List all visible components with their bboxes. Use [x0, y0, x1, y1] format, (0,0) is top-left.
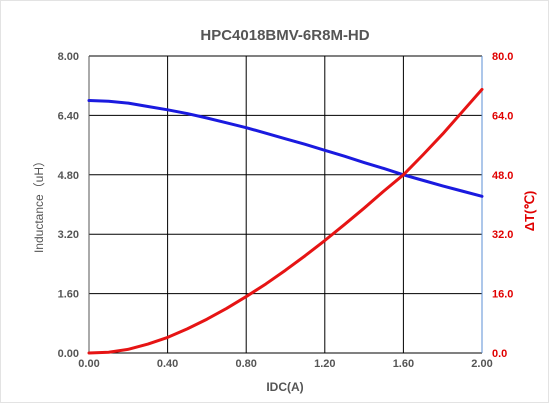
- inductance-series-line: [87, 99, 484, 198]
- x-axis-label: IDC(A): [266, 380, 303, 394]
- x-tick-label: 0.80: [235, 358, 256, 370]
- y-right-tick-label: 32.0: [492, 229, 513, 241]
- x-tick-label: 0.40: [157, 358, 178, 370]
- y-axis-left-label: Inductance（uH）: [32, 155, 46, 253]
- y-axis-right-label: ΔT(℃): [522, 191, 537, 232]
- x-tick-label: 1.20: [314, 358, 335, 370]
- temperature-series-line: [87, 87, 484, 355]
- y-left-tick-label: 6.40: [58, 110, 79, 122]
- series-layer: [87, 87, 484, 355]
- y-right-tick-label: 0.0: [492, 348, 507, 360]
- x-tick-label: 0.00: [78, 358, 99, 370]
- y-right-tick-label: 48.0: [492, 170, 513, 182]
- y-right-tick-label: 80.0: [492, 51, 513, 63]
- grid-layer: [88, 55, 483, 354]
- y-right-tick-label: 16.0: [492, 289, 513, 301]
- y-left-tick-label: 4.80: [58, 170, 79, 182]
- y-right-tick-label: 64.0: [492, 110, 513, 122]
- x-tick-label: 1.60: [393, 358, 414, 370]
- y-left-tick-label: 1.60: [58, 289, 79, 301]
- tick-layer: 0.00 0.40 0.80 1.20 1.60 2.00 0.00 1.60 3.20 4.80…: [58, 51, 514, 370]
- y-left-tick-label: 3.20: [58, 229, 79, 241]
- x-tick-label: 2.00: [471, 358, 492, 370]
- y-left-tick-label: 0.00: [58, 348, 79, 360]
- chart-title: HPC4018BMV-6R8M-HD: [200, 27, 369, 44]
- y-left-tick-label: 8.00: [58, 51, 79, 63]
- plot-area: [89, 56, 482, 353]
